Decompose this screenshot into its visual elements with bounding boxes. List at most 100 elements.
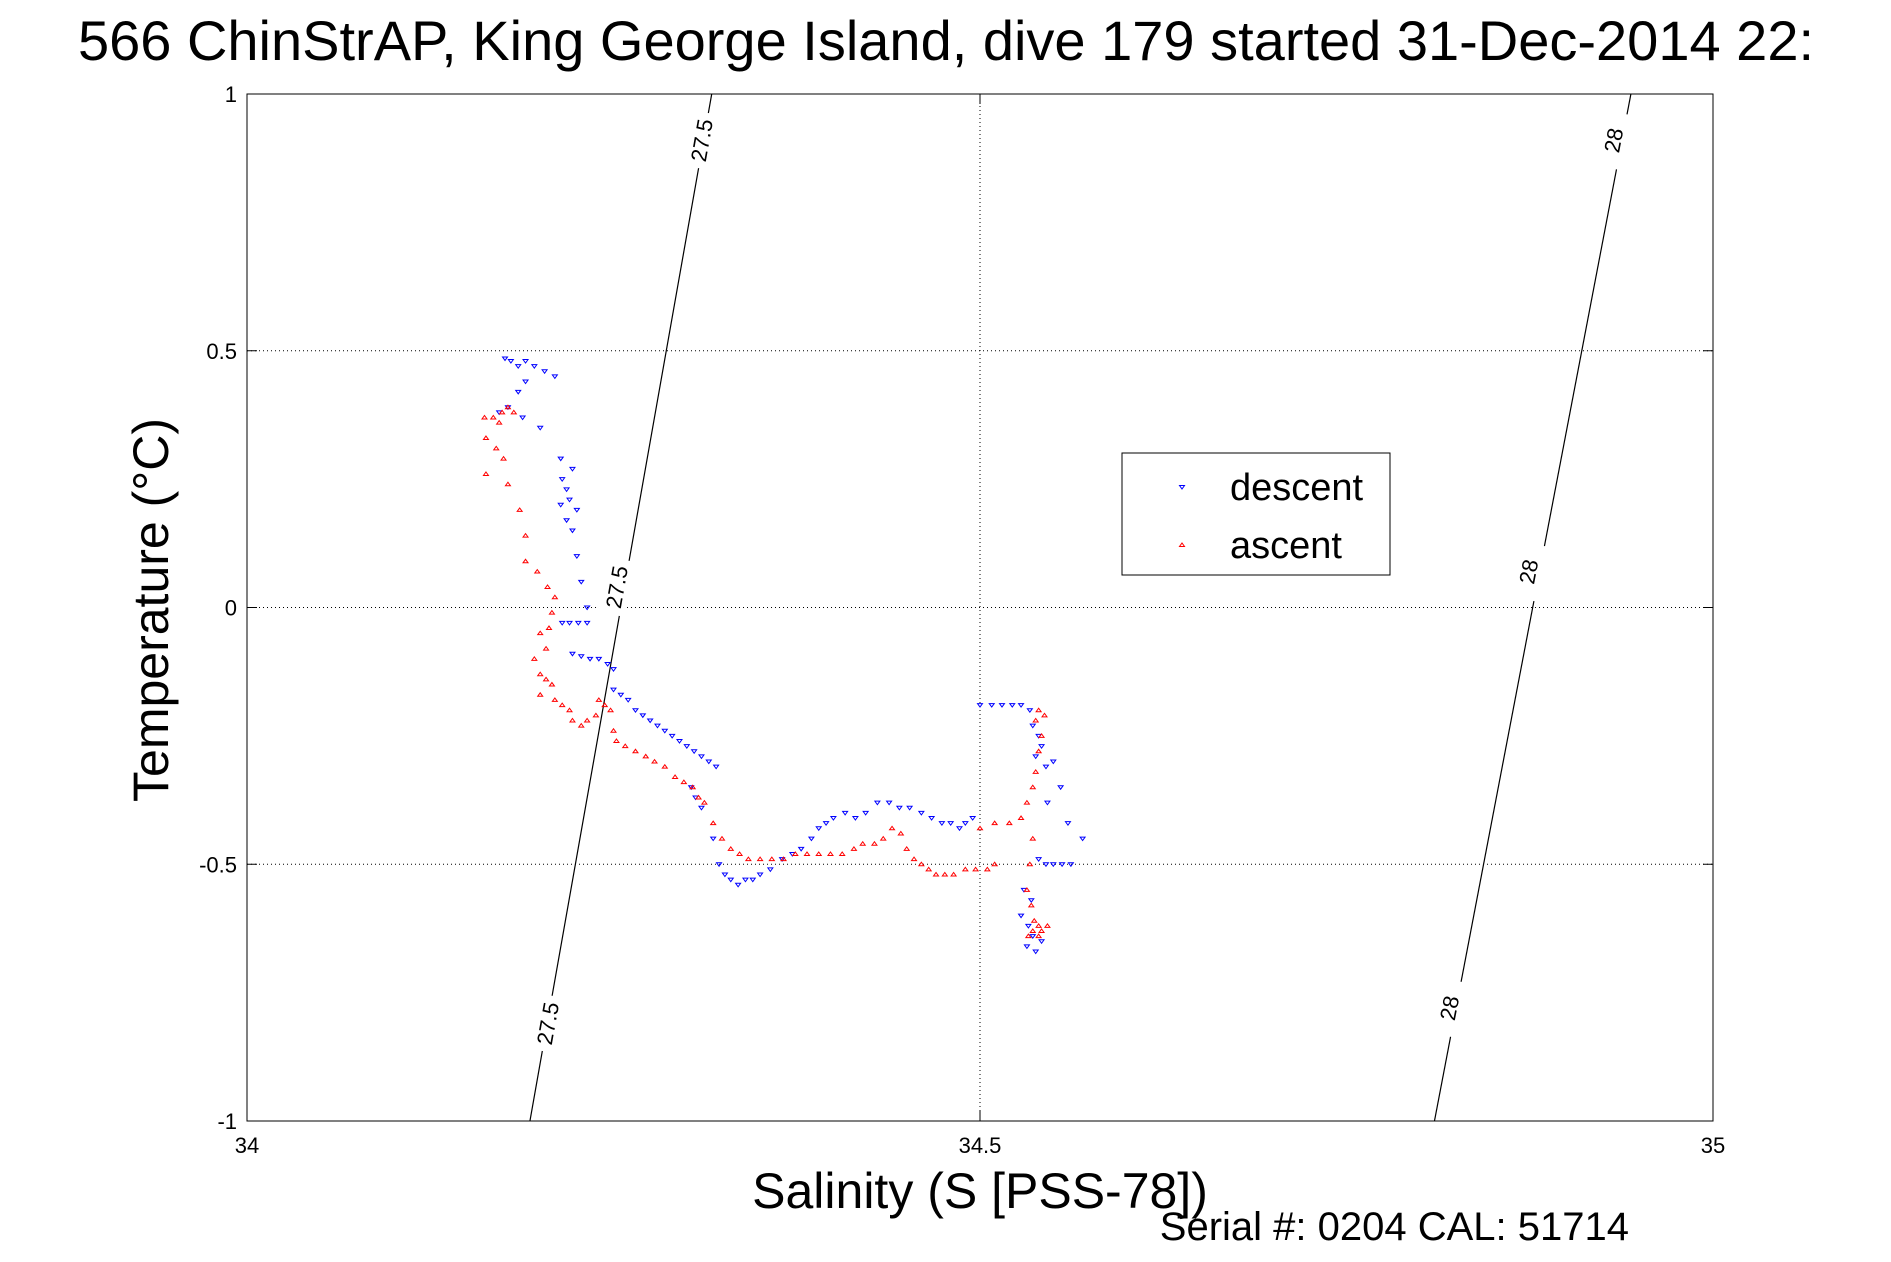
- descent-point: [583, 620, 591, 626]
- descent-point: [862, 810, 870, 816]
- descent-point: [514, 364, 522, 370]
- descent-point: [573, 507, 581, 513]
- ascent-point: [542, 645, 550, 651]
- descent-point: [501, 356, 509, 362]
- ascent-point: [510, 409, 518, 415]
- y-axis-label: Temperature (°C): [123, 418, 179, 802]
- ascent-point: [1030, 917, 1038, 923]
- ascent-point: [536, 671, 544, 677]
- descent-point: [956, 826, 963, 832]
- descent-point: [1024, 923, 1032, 929]
- descent-point: [749, 877, 757, 883]
- descent-point: [1027, 898, 1035, 904]
- ascent-point: [1032, 717, 1040, 723]
- descent-point: [557, 502, 565, 508]
- descent-point: [574, 620, 582, 626]
- ascent-point: [482, 471, 490, 476]
- y-tick-label: 1: [225, 82, 237, 107]
- ascent-point: [545, 625, 553, 631]
- ascent-point: [482, 435, 490, 441]
- ascent-point: [941, 871, 949, 877]
- x-tick-label: 34.5: [959, 1133, 1002, 1158]
- descent-point: [1049, 759, 1057, 765]
- descent-point: [566, 497, 573, 503]
- descent-point: [961, 821, 969, 827]
- descent-point: [906, 805, 914, 811]
- descent-point: [1058, 862, 1066, 868]
- ascent-point: [991, 861, 999, 867]
- descent-point: [815, 826, 823, 832]
- descent-point: [617, 692, 625, 698]
- ascent-point: [903, 845, 911, 851]
- descent-point: [1023, 944, 1031, 950]
- descent-point: [551, 374, 559, 380]
- descent-point: [1038, 744, 1046, 750]
- descent-point: [687, 785, 695, 791]
- descent-point: [632, 708, 639, 714]
- descent-point: [721, 872, 729, 878]
- descent-point: [610, 667, 617, 672]
- ascent-point: [1041, 712, 1048, 718]
- ascent-point: [632, 748, 639, 754]
- descent-point: [851, 816, 859, 821]
- ascent-point: [621, 743, 629, 749]
- ascent-point: [536, 691, 544, 697]
- descent-point: [1017, 703, 1025, 708]
- y-tick-label: 0.5: [206, 339, 237, 364]
- ascent-point: [612, 738, 620, 744]
- ascent-point: [976, 825, 984, 831]
- serial-cal-footer: Serial #: 0204 CAL: 51714: [1160, 1205, 1629, 1249]
- descent-point: [797, 846, 805, 852]
- ascent-point: [1032, 768, 1040, 774]
- descent-point: [969, 816, 977, 821]
- descent-point: [709, 836, 717, 842]
- isopycnal-label: 28: [1435, 994, 1464, 1023]
- ascent-point: [522, 558, 530, 564]
- descent-point: [1029, 934, 1037, 940]
- descent-point: [938, 821, 946, 827]
- descent-point: [895, 805, 903, 811]
- ascent-point: [504, 404, 512, 410]
- ascent-point: [1029, 928, 1037, 934]
- ascent-point: [859, 840, 867, 846]
- ascent-point: [826, 851, 834, 856]
- descent-point: [766, 867, 774, 873]
- isopycnal-line: [1433, 93, 1632, 1122]
- contour-label-gap: [528, 993, 567, 1054]
- descent-point: [577, 654, 585, 660]
- y-tick-label: -0.5: [199, 852, 237, 877]
- ascent-point: [700, 799, 708, 805]
- ascent-point: [718, 835, 726, 841]
- descent-point: [727, 877, 735, 883]
- ascent-point: [516, 507, 524, 512]
- descent-point: [568, 651, 576, 657]
- descent-point: [1029, 723, 1037, 729]
- ascent-point: [709, 820, 717, 826]
- descent-point: [668, 733, 676, 739]
- ascent-point: [642, 753, 650, 759]
- descent-point: [715, 862, 723, 868]
- ascent-point: [601, 702, 609, 708]
- descent-point: [841, 810, 849, 816]
- ascent-point: [492, 445, 500, 451]
- contour-label-gap: [1594, 110, 1633, 171]
- descent-point: [1064, 821, 1072, 827]
- descent-point: [536, 425, 544, 431]
- ascent-point: [803, 851, 811, 856]
- descent-point: [712, 764, 720, 770]
- descent-point: [522, 379, 530, 385]
- ascent-point: [1035, 707, 1043, 713]
- ascent-point: [542, 676, 550, 682]
- ascent-point: [536, 630, 544, 636]
- ascent-point: [548, 681, 556, 687]
- ascent-point: [972, 866, 980, 872]
- descent-point: [507, 359, 515, 364]
- series-ascent: [481, 404, 1051, 939]
- ascent-point: [566, 707, 573, 713]
- ascent-point: [1023, 887, 1031, 892]
- legend-box: [1121, 452, 1391, 576]
- ascent-point: [1027, 902, 1035, 908]
- descent-point: [697, 754, 705, 760]
- ascent-point: [983, 866, 991, 872]
